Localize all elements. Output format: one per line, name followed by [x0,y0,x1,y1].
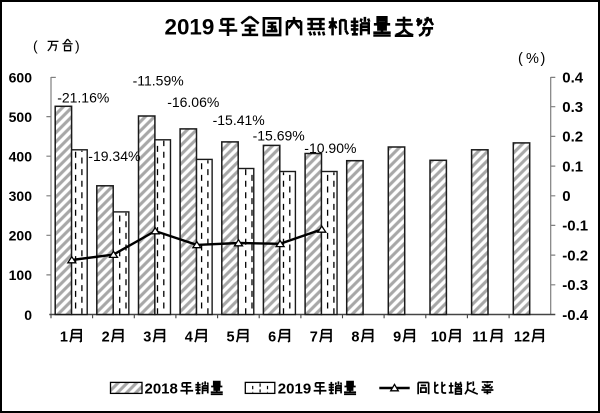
svg-text:): ) [541,51,546,67]
svg-text:10: 10 [431,329,447,345]
svg-text:2019: 2019 [278,380,311,397]
svg-text:0: 0 [24,307,32,323]
svg-text:0.3: 0.3 [562,99,583,116]
svg-text:-15.69%: -15.69% [253,127,305,143]
svg-text:-19.34%: -19.34% [88,148,140,164]
svg-text:11: 11 [472,329,487,345]
svg-text:200: 200 [9,228,33,244]
svg-text:-0.1: -0.1 [562,218,588,235]
svg-text:100: 100 [9,267,33,283]
svg-text:-10.90%: -10.90% [304,140,356,156]
svg-text:12: 12 [514,329,530,345]
svg-text:-21.16%: -21.16% [57,89,109,105]
svg-text:2019: 2019 [165,14,215,39]
svg-text:-0.4: -0.4 [562,307,589,324]
svg-text:0.1: 0.1 [562,158,583,175]
svg-text:8: 8 [351,329,359,345]
svg-text:7: 7 [310,329,318,345]
svg-text:3: 3 [143,329,151,345]
svg-text:1: 1 [60,329,68,345]
svg-text:4: 4 [185,329,193,345]
svg-text:6: 6 [268,329,276,345]
svg-text:300: 300 [9,188,33,204]
svg-text:9: 9 [393,329,401,345]
svg-text:5: 5 [227,329,235,345]
svg-text:400: 400 [9,149,33,165]
svg-text:0.2: 0.2 [562,129,583,146]
svg-text:2: 2 [102,329,110,345]
svg-text:0: 0 [562,188,570,205]
svg-text:-16.06%: -16.06% [167,94,219,110]
svg-text:2018: 2018 [145,380,178,397]
svg-text:600: 600 [9,69,33,85]
svg-text:(: ( [33,38,38,54]
svg-text:-0.3: -0.3 [562,277,588,294]
svg-text:(: ( [518,51,523,67]
svg-text:500: 500 [9,109,33,125]
svg-text:0.4: 0.4 [562,69,584,86]
svg-text:-15.41%: -15.41% [213,112,265,128]
svg-text:-0.2: -0.2 [562,247,588,264]
svg-text:): ) [75,38,80,54]
svg-text:-11.59%: -11.59% [133,72,184,88]
svg-text:%: % [526,51,539,67]
